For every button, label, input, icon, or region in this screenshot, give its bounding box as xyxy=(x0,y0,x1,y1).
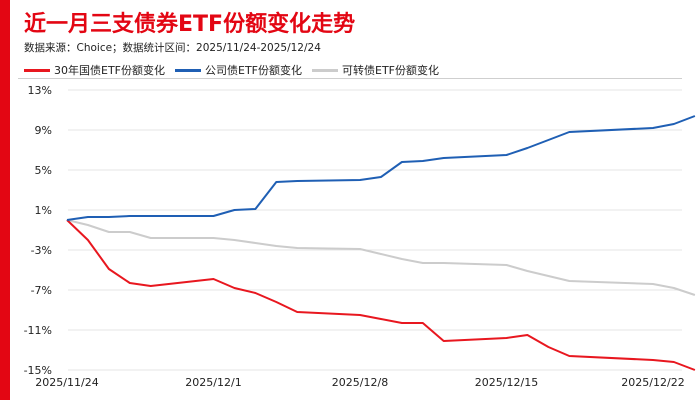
series-lines xyxy=(66,115,696,371)
legend-label-treasury: 30年国债ETF份额变化 xyxy=(54,64,165,77)
legend-item-corporate: 公司债ETF份额变化 xyxy=(175,62,302,78)
x-tick-label: 2025/12/8 xyxy=(332,376,388,389)
legend-swatch-convertible xyxy=(312,68,338,72)
x-axis-ticks: 2025/11/24 2025/12/1 2025/12/8 2025/12/15 20… xyxy=(35,376,684,389)
legend-label-convertible: 可转债ETF份额变化 xyxy=(342,64,439,77)
chart-title: 近一月三支债券ETF份额变化走势 xyxy=(24,12,356,37)
legend-label-corporate: 公司债ETF份额变化 xyxy=(205,64,302,77)
y-tick-label: 13% xyxy=(28,84,52,97)
line-chart: 13%9%5%1%-3%-7%-11%-15% 2025/11/24 2025/1… xyxy=(24,84,696,389)
y-tick-label: -11% xyxy=(24,324,52,337)
chart-subtitle: 数据来源：Choice；数据统计区间：2025/11/24-2025/12/24 xyxy=(24,42,321,54)
x-tick-label: 2025/12/15 xyxy=(475,376,538,389)
header-divider xyxy=(18,78,682,79)
y-axis-ticks: 13% 9% 5% 1% -3% -7% -11% -15% xyxy=(24,84,52,377)
x-tick-label: 2025/12/1 xyxy=(185,376,241,389)
gridlines xyxy=(68,89,682,371)
y-tick-label: -7% xyxy=(31,284,52,297)
y-tick-label: 1% xyxy=(35,204,52,217)
legend-item-treasury: 30年国债ETF份额变化 xyxy=(24,62,165,78)
series-line-convertible xyxy=(66,219,696,296)
y-tick-label: -3% xyxy=(31,244,52,257)
x-tick-label: 2025/12/22 xyxy=(621,376,684,389)
accent-bar xyxy=(0,0,10,400)
legend-swatch-corporate xyxy=(175,68,201,72)
legend-item-convertible: 可转债ETF份额变化 xyxy=(312,62,439,78)
y-tick-label: -15% xyxy=(24,364,52,377)
y-tick-label: 5% xyxy=(35,164,52,177)
legend: 30年国债ETF份额变化 公司债ETF份额变化 可转债ETF份额变化 xyxy=(24,62,449,78)
legend-swatch-treasury xyxy=(24,68,50,72)
series-line-corporate xyxy=(66,115,696,221)
x-tick-label: 2025/11/24 xyxy=(35,376,98,389)
y-tick-label: 9% xyxy=(35,124,52,137)
series-line-treasury xyxy=(66,219,696,371)
